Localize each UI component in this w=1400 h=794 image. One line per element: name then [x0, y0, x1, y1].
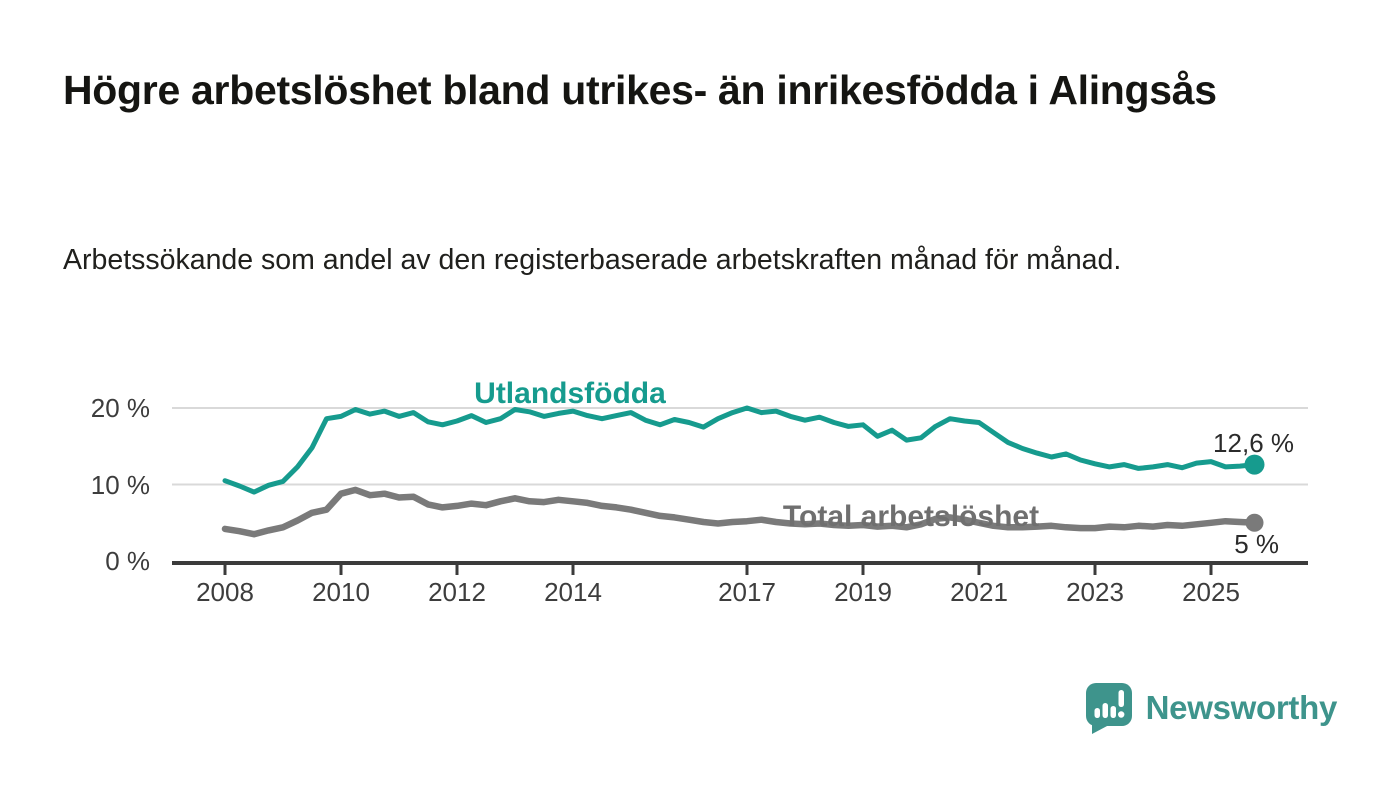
- x-tick-label-2021: 2021: [950, 577, 1008, 607]
- page-title: Högre arbetslöshet bland utrikes- än inr…: [63, 67, 1217, 113]
- y-tick-label-20: 20 %: [90, 393, 150, 423]
- series-label-total-arbetsloshet: Total arbetslöshet: [782, 500, 1040, 533]
- newsworthy-logo-icon: [1085, 683, 1132, 734]
- x-tick-label-2019: 2019: [834, 577, 892, 607]
- series-label-utlandsfodda: Utlandsfödda: [474, 377, 666, 410]
- y-tick-label-0: 0 %: [105, 546, 150, 576]
- x-tick-label-2023: 2023: [1066, 577, 1124, 607]
- y-tick-label-10: 10 %: [90, 469, 150, 500]
- x-tick-label-2014: 2014: [544, 577, 602, 607]
- series-line-0: [222, 405, 1257, 495]
- series-line-1: [221, 486, 1258, 538]
- x-tick-label-2025: 2025: [1182, 577, 1240, 607]
- series-end-dot-0: [1244, 454, 1265, 475]
- x-tick-label-2012: 2012: [428, 577, 486, 607]
- x-tick-label-2010: 2010: [312, 577, 370, 607]
- series-end-dot-1: [1245, 513, 1264, 532]
- newsworthy-brand: Newsworthy: [1083, 681, 1337, 735]
- x-tick-label-2017: 2017: [718, 577, 776, 607]
- newsworthy-brand-text: Newsworthy: [1145, 689, 1338, 726]
- end-value-label-utlandsfodda: 12,6 %: [1213, 428, 1294, 458]
- chart-subtitle: Arbetssökande som andel av den registerb…: [63, 244, 1122, 276]
- end-value-label-total: 5 %: [1234, 529, 1279, 559]
- x-tick-label-2008: 2008: [196, 577, 254, 607]
